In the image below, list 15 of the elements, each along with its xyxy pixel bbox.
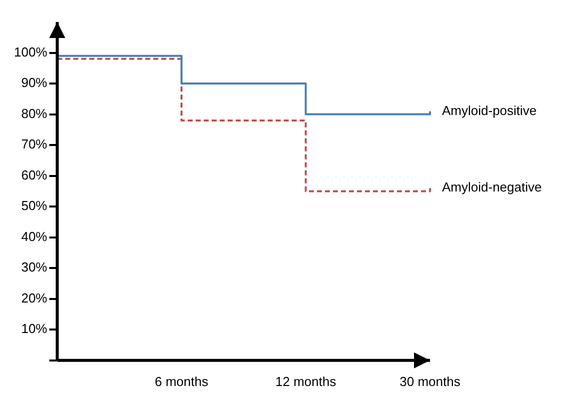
x-tick-label: 12 months bbox=[275, 374, 337, 389]
y-tick-label: 60% bbox=[21, 167, 48, 182]
y-tick-label: 50% bbox=[21, 198, 48, 214]
y-tick-label: 10% bbox=[21, 321, 48, 336]
x-tick-label: 30 months bbox=[400, 374, 461, 389]
x-tick-label: 6 months bbox=[154, 374, 209, 389]
y-tick-label: 90% bbox=[21, 75, 48, 90]
y-tick-label: 30% bbox=[21, 260, 48, 275]
series-label: Amyloid-negative bbox=[442, 180, 542, 195]
y-tick-label: 70% bbox=[21, 136, 48, 152]
series-label: Amyloid-positive bbox=[442, 102, 537, 118]
y-tick-label: 20% bbox=[21, 290, 48, 306]
y-tick-label: 80% bbox=[21, 106, 48, 121]
y-tick-label: 100% bbox=[14, 44, 48, 60]
y-tick-label: 40% bbox=[21, 228, 48, 244]
